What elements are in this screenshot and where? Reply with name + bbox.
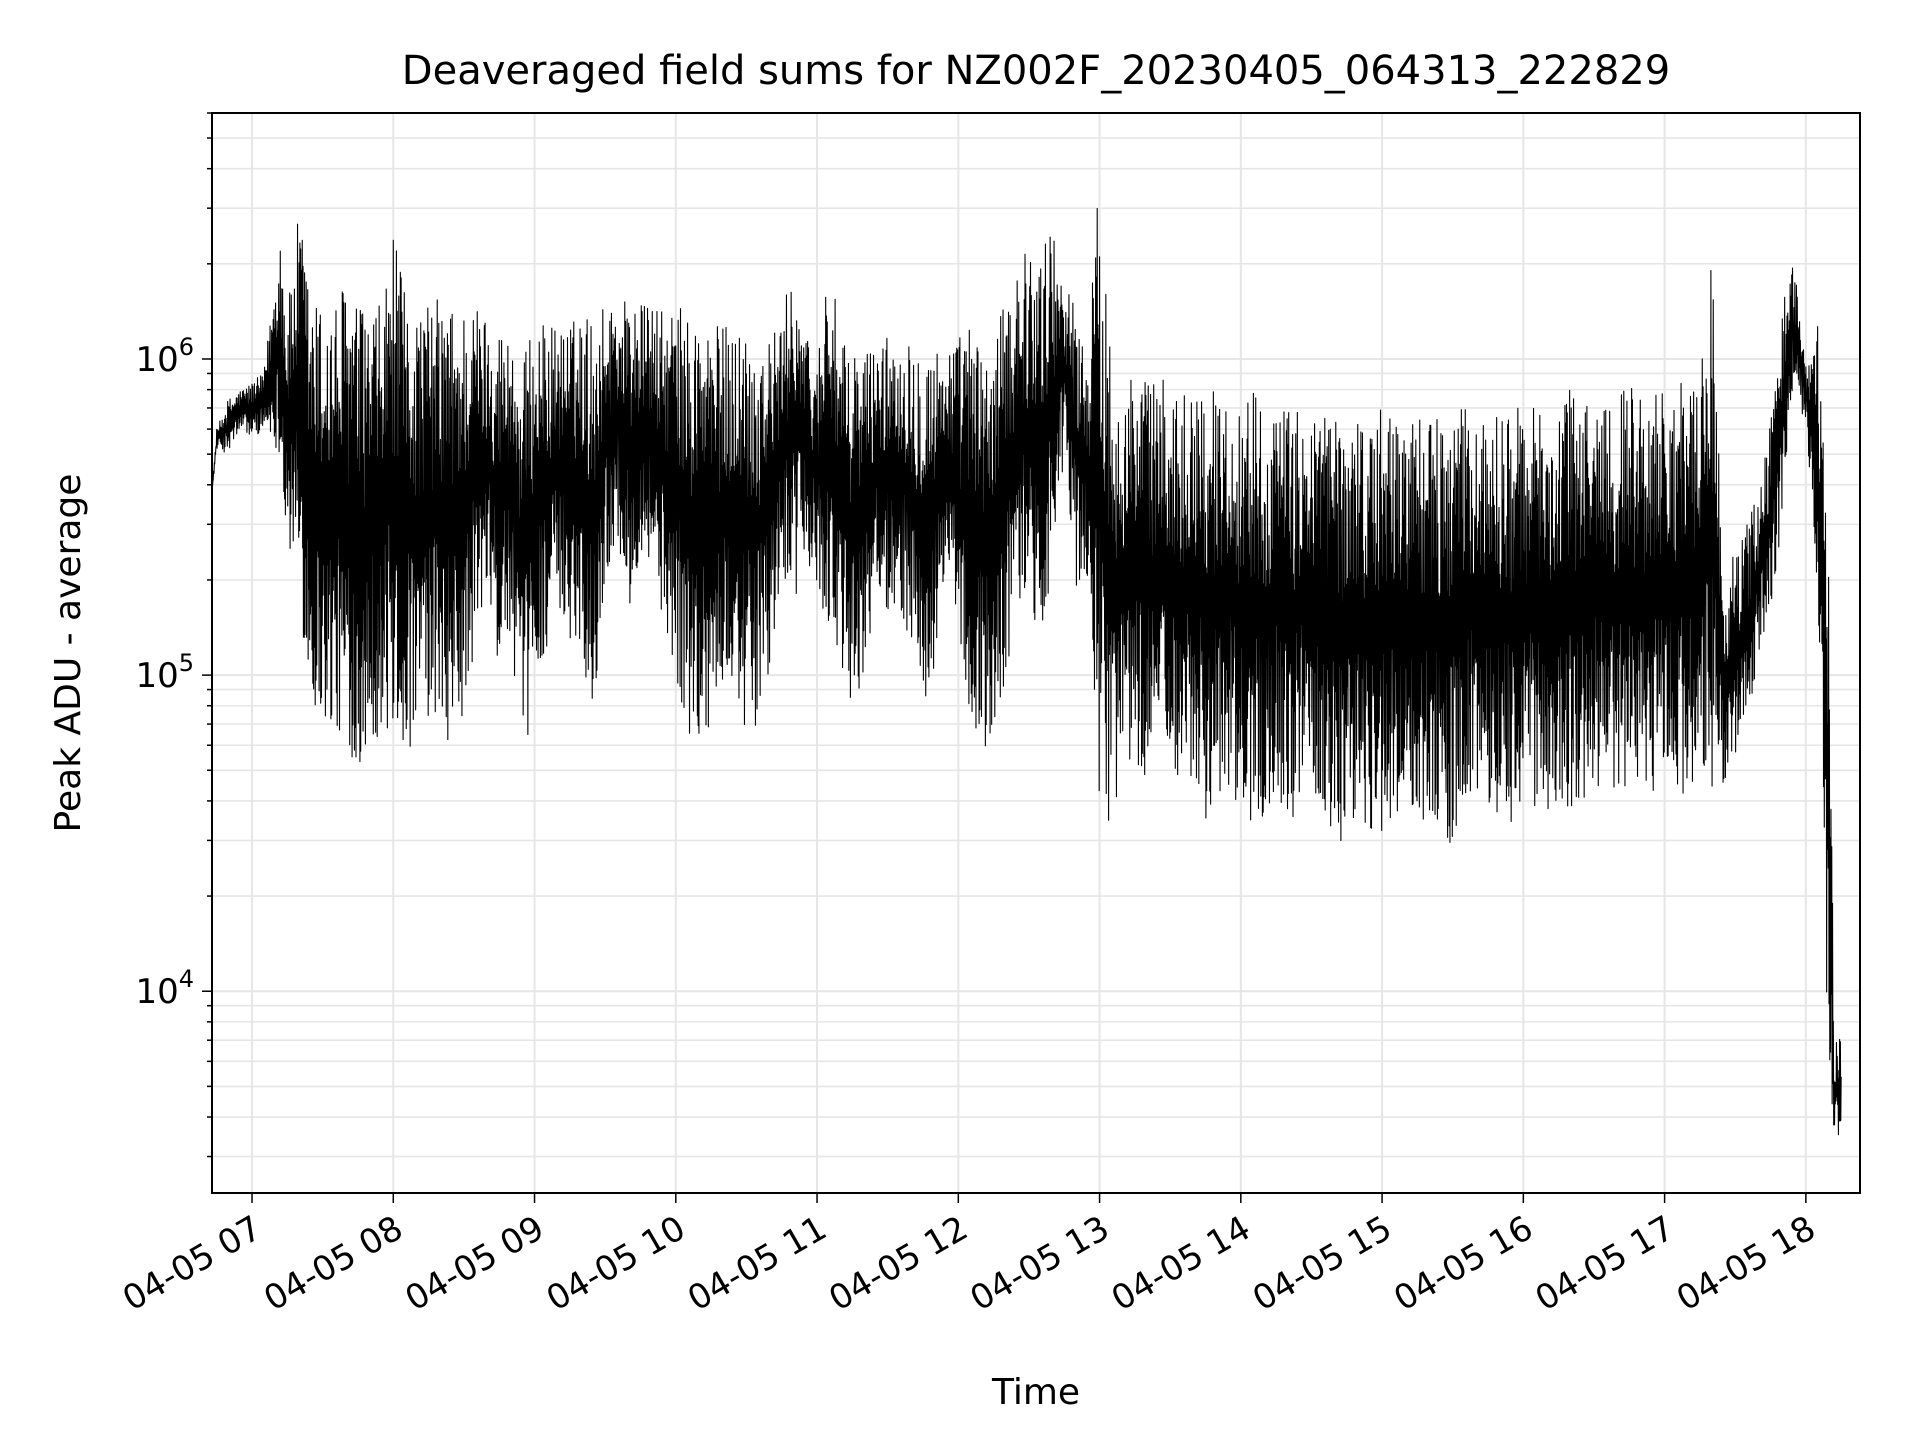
chart-title: Deaveraged field sums for NZ002F_2023040… [402, 48, 1670, 94]
plot-frame [211, 112, 1861, 1194]
series-line [211, 207, 1842, 1136]
y-tick-label: 104 [135, 965, 194, 1012]
y-tick-label: 105 [135, 649, 194, 696]
y-axis-label: Peak ADU - average [48, 474, 89, 833]
y-tick-label: 106 [135, 333, 194, 380]
y-axis: 104 105 106 [135, 112, 212, 1158]
x-axis-label: Time [991, 1372, 1080, 1413]
series-layer [211, 207, 1842, 1136]
